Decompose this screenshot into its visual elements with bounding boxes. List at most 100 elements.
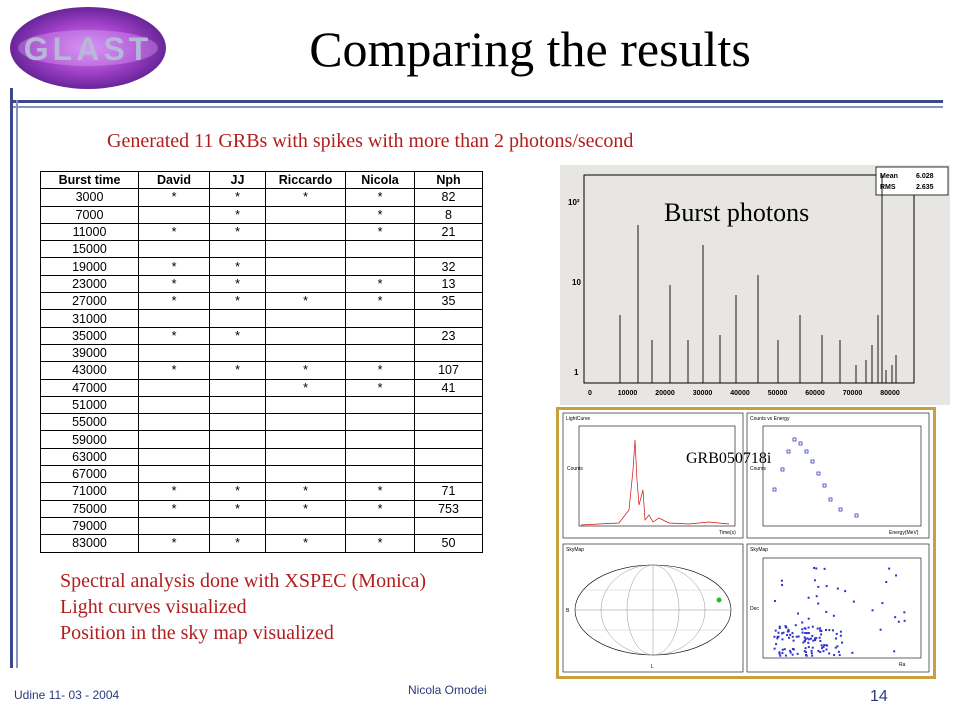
sky-point (788, 636, 791, 639)
table-cell (265, 465, 346, 484)
sky-point (841, 641, 844, 644)
table-cell (345, 326, 415, 345)
sky-point (807, 641, 810, 644)
sky-point (789, 651, 792, 654)
page-number: 14 (870, 688, 888, 705)
table-row: 59000 (40, 430, 483, 449)
histogram-background (560, 165, 950, 405)
x-tick-label: 30000 (693, 390, 713, 397)
x-tick-label: 10000 (618, 390, 638, 397)
y-tick-label: 10 (572, 278, 581, 287)
table-cell (209, 395, 266, 415)
table-cell: 39000 (40, 343, 139, 363)
sky-point (791, 647, 794, 650)
table-row: 11000 * * * 21 (40, 222, 483, 242)
sky-point (819, 639, 822, 642)
sky-point (807, 632, 810, 635)
table-cell: * (345, 378, 415, 397)
table-cell (138, 205, 210, 224)
sky-point (836, 645, 839, 648)
sky-point (781, 638, 784, 641)
table-cell: * (209, 188, 266, 207)
table-row: 55000 (40, 413, 483, 432)
table-row: 83000 * * * * 50 (40, 534, 483, 553)
sky-point (782, 631, 785, 634)
table-cell: * (345, 499, 415, 518)
table-row: 15000 (40, 240, 483, 259)
table-row: 43000 * * * * 107 (40, 361, 483, 380)
stat-name: RMS (880, 184, 896, 191)
sky-point (828, 629, 831, 632)
sky-point (780, 579, 783, 582)
sky-point (778, 652, 781, 655)
table-cell: 35 (414, 292, 483, 311)
table-cell (265, 326, 346, 345)
table-cell (265, 516, 346, 536)
table-cell: * (209, 534, 266, 553)
table-cell (414, 309, 483, 328)
y-tick-label: 1 (574, 368, 579, 377)
table-cell (209, 343, 266, 363)
panel-title: LightCurve (566, 416, 590, 422)
sky-point (833, 654, 836, 657)
table-cell (414, 465, 483, 484)
table-cell: * (265, 534, 346, 553)
table-cell: * (138, 499, 210, 518)
sky-point (885, 581, 888, 584)
table-cell (209, 430, 266, 449)
skymap-radec-panel: SkyMap Dec Ra (746, 543, 930, 673)
sky-point (893, 650, 896, 653)
table-cell: 11000 (40, 222, 139, 242)
counts-energy-panel: Counts vs Energy Counts Energy(MeV) (746, 412, 930, 539)
sky-point (897, 620, 900, 623)
table-cell: * (209, 326, 266, 345)
table-cell: * (345, 482, 415, 501)
note-item: Spectral analysis done with XSPEC (Monic… (60, 570, 427, 592)
histogram-frame (583, 174, 915, 384)
table-row: 27000 * * * * 35 (40, 292, 483, 311)
histogram-label: Burst photons (664, 198, 810, 227)
table-cell (138, 343, 210, 363)
sky-point (781, 651, 784, 654)
svg-text:GLAST: GLAST (24, 31, 152, 67)
sky-point (835, 637, 838, 640)
table-cell: 55000 (40, 413, 139, 432)
sky-point (819, 627, 822, 630)
table-cell (414, 430, 483, 449)
table-cell: 31000 (40, 309, 139, 328)
table-row: 51000 (40, 395, 483, 415)
sky-point (811, 625, 814, 628)
table-cell: 43000 (40, 361, 139, 380)
sky-point (804, 647, 807, 650)
sky-point (815, 637, 818, 640)
table-cell (345, 447, 415, 467)
x-tick-label: 70000 (843, 390, 863, 397)
table-cell (345, 395, 415, 415)
table-cell: * (209, 292, 266, 311)
sky-point (852, 600, 855, 603)
table-cell: * (265, 361, 346, 380)
sky-point (839, 634, 842, 637)
table-cell (209, 378, 266, 397)
table-cell (138, 430, 210, 449)
sky-point (792, 639, 795, 642)
x-tick-label: 20000 (655, 390, 675, 397)
table-cell (209, 516, 266, 536)
sky-point (795, 635, 798, 638)
axis-label: Counts (567, 466, 583, 472)
divider-left-secondary (16, 100, 18, 668)
table-cell: 27000 (40, 292, 139, 311)
table-cell: 13 (414, 274, 483, 294)
table-cell: * (265, 482, 346, 501)
sky-point (806, 637, 809, 640)
table-row: 19000 * * 32 (40, 257, 483, 276)
table-cell (265, 240, 346, 259)
sky-point (817, 602, 820, 605)
table-cell: 75000 (40, 499, 139, 518)
sky-point (787, 630, 790, 633)
sky-point (791, 635, 794, 638)
sky-point (834, 646, 837, 649)
table-row: 35000 * * 23 (40, 326, 483, 345)
table-row: 79000 (40, 516, 483, 536)
table-cell: 15000 (40, 240, 139, 259)
